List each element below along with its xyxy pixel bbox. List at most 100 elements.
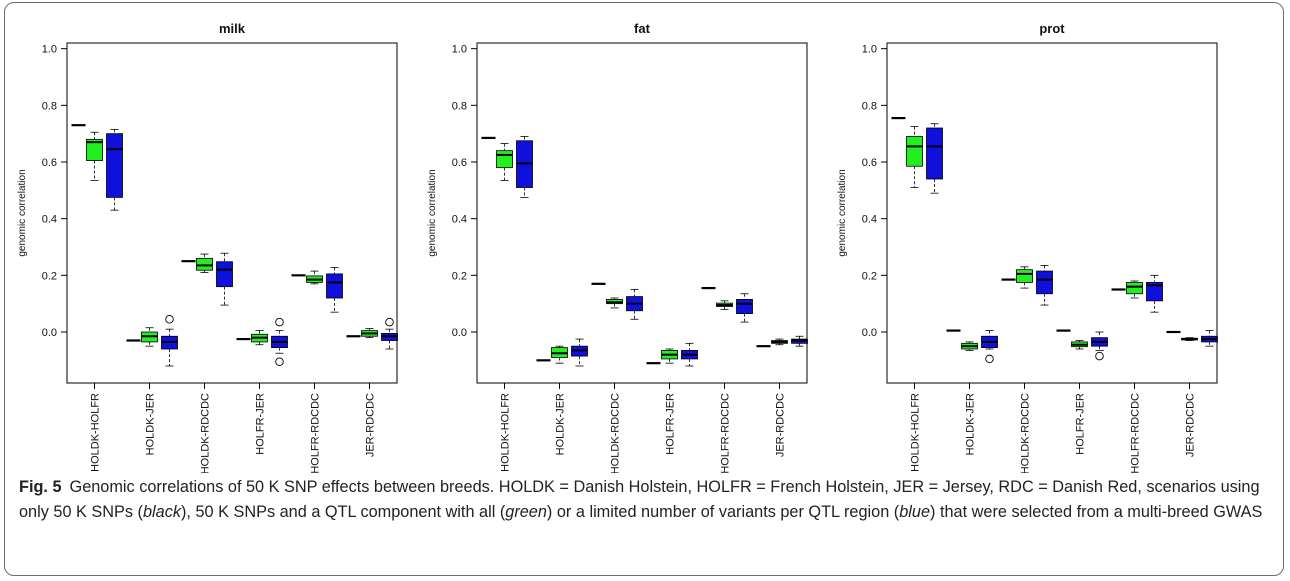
blue-box — [1201, 330, 1218, 347]
box-body — [216, 261, 233, 288]
green-box — [716, 300, 733, 310]
y-tick-label: 0.4 — [42, 214, 57, 226]
y-tick-label: 0.6 — [862, 157, 877, 169]
blue-box — [381, 317, 398, 350]
caption-text-part: Genomic correlations of 50 K SNP effects… — [19, 478, 1260, 521]
box-body — [496, 150, 513, 169]
y-tick-label: 0.2 — [452, 270, 467, 282]
y-tick-label: 0.0 — [452, 327, 467, 339]
blue-box — [106, 129, 123, 211]
green-box — [1016, 266, 1033, 289]
x-tick-label: JER-RDCDC — [1185, 393, 1197, 457]
blue-box — [326, 266, 343, 313]
green-box — [1071, 340, 1088, 350]
box-body — [326, 273, 343, 299]
x-tick-label: HOLDK-JER — [555, 393, 567, 455]
green-box — [661, 348, 678, 364]
blue-box — [1036, 265, 1053, 306]
caption-text-part: black — [142, 502, 181, 521]
blue-box — [791, 335, 808, 347]
chart-panel-milk: milk 0.0 0.2 0.4 0.6 0.8 1.0 genomic correlatio… — [17, 21, 398, 473]
y-tick-label: 0.8 — [862, 100, 877, 112]
blue-box — [681, 342, 698, 367]
y-tick-label: 0.6 — [42, 157, 57, 169]
blue-box — [981, 330, 998, 364]
blue-box — [736, 293, 753, 323]
green-box — [1181, 337, 1198, 341]
outlier-point — [1095, 351, 1104, 361]
blue-box — [1146, 274, 1163, 313]
charts-area: milk 0.0 0.2 0.4 0.6 0.8 1.0 genomic correlatio… — [17, 21, 1218, 473]
y-tick-label: 0.4 — [452, 214, 467, 226]
box-body — [736, 299, 753, 314]
x-tick-label: HOLFR-JER — [255, 393, 267, 455]
caption-text-part: ), 50 K SNPs and a QTL component with al… — [181, 502, 506, 521]
y-tick-label: 0.0 — [42, 327, 57, 339]
chart-title: prot — [1039, 21, 1065, 36]
x-tick-label: HOLFR-RDCDC — [720, 393, 732, 473]
y-axis-label: genomic correlation — [837, 169, 848, 256]
outlier-point — [385, 317, 394, 327]
figure-caption: Fig. 5 Genomic correlations of 50 K SNP e… — [19, 475, 1274, 524]
y-tick-label: 1.0 — [452, 44, 467, 56]
blue-box — [926, 123, 943, 194]
x-tick-label: HOLDK-HOLFR — [500, 393, 512, 472]
outlier-point — [275, 317, 284, 327]
y-tick-label: 1.0 — [42, 44, 57, 56]
blue-box — [271, 317, 288, 367]
green-box — [196, 253, 213, 273]
x-tick-label: HOLDK-RDCDC — [610, 393, 622, 473]
green-box — [306, 270, 323, 285]
figure-label: Fig. 5 — [19, 478, 62, 496]
green-box — [1126, 280, 1143, 299]
caption-text-part: green — [505, 502, 547, 521]
blue-box — [161, 315, 178, 367]
box-body — [926, 127, 943, 180]
x-tick-label: HOLFR-JER — [1075, 393, 1087, 455]
green-box — [906, 126, 923, 188]
green-box — [606, 297, 623, 309]
plot-frame — [886, 42, 1218, 384]
green-box — [551, 345, 568, 364]
y-tick-label: 0.2 — [862, 270, 877, 282]
outlier-point — [985, 354, 994, 364]
y-tick-label: 0.0 — [862, 327, 877, 339]
y-tick-label: 0.2 — [42, 270, 57, 282]
caption-text-part: ) or a limited number of variants per QT… — [546, 502, 900, 521]
x-tick-label: JER-RDCDC — [775, 393, 787, 457]
box-body — [906, 136, 923, 167]
x-tick-label: HOLFR-RDCDC — [310, 393, 322, 473]
y-tick-label: 1.0 — [862, 44, 877, 56]
blue-box — [571, 338, 588, 367]
caption-text-part: blue — [899, 502, 931, 521]
x-tick-label: HOLDK-RDCDC — [200, 393, 212, 473]
blue-box — [516, 136, 533, 198]
caption-text-part: ) that were selected from a multi-breed … — [930, 502, 1263, 521]
figure: milk 0.0 0.2 0.4 0.6 0.8 1.0 genomic correlatio… — [4, 2, 1284, 576]
caption-text: Genomic correlations of 50 K SNP effects… — [19, 478, 1262, 521]
y-tick-label: 0.6 — [452, 157, 467, 169]
y-tick-label: 0.8 — [42, 100, 57, 112]
x-tick-label: HOLDK-JER — [965, 393, 977, 455]
green-box — [771, 338, 788, 346]
outlier-point — [165, 315, 174, 324]
chart-title: milk — [219, 21, 246, 36]
chart-panel-prot: prot 0.0 0.2 0.4 0.6 0.8 1.0 genomic correlatio… — [837, 21, 1218, 473]
x-tick-label: HOLFR-JER — [665, 393, 677, 455]
chart-panel-fat: fat 0.0 0.2 0.4 0.6 0.8 1.0 genomic correlation… — [427, 21, 808, 473]
green-box — [361, 328, 378, 339]
box-body — [86, 138, 103, 161]
x-tick-label: HOLDK-RDCDC — [1020, 393, 1032, 473]
blue-box — [1091, 331, 1108, 361]
y-tick-label: 0.8 — [452, 100, 467, 112]
x-tick-label: JER-RDCDC — [365, 393, 377, 457]
x-tick-label: HOLDK-HOLFR — [90, 393, 102, 472]
blue-box — [216, 252, 233, 306]
y-tick-label: 0.4 — [862, 214, 877, 226]
y-axis-label: genomic correlation — [17, 169, 28, 256]
green-box — [86, 131, 103, 181]
green-box — [496, 143, 513, 181]
chart-title: fat — [634, 21, 651, 36]
y-axis-label: genomic correlation — [427, 169, 438, 256]
outlier-point — [275, 357, 284, 367]
